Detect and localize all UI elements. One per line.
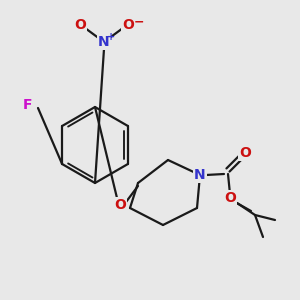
Text: −: − (134, 16, 144, 28)
Text: F: F (23, 98, 33, 112)
Text: +: + (107, 32, 115, 42)
Text: N: N (194, 168, 206, 182)
Text: O: O (239, 146, 251, 160)
Text: O: O (114, 198, 126, 212)
Text: N: N (98, 35, 110, 49)
Text: O: O (74, 18, 86, 32)
Text: O: O (122, 18, 134, 32)
Text: O: O (224, 191, 236, 205)
